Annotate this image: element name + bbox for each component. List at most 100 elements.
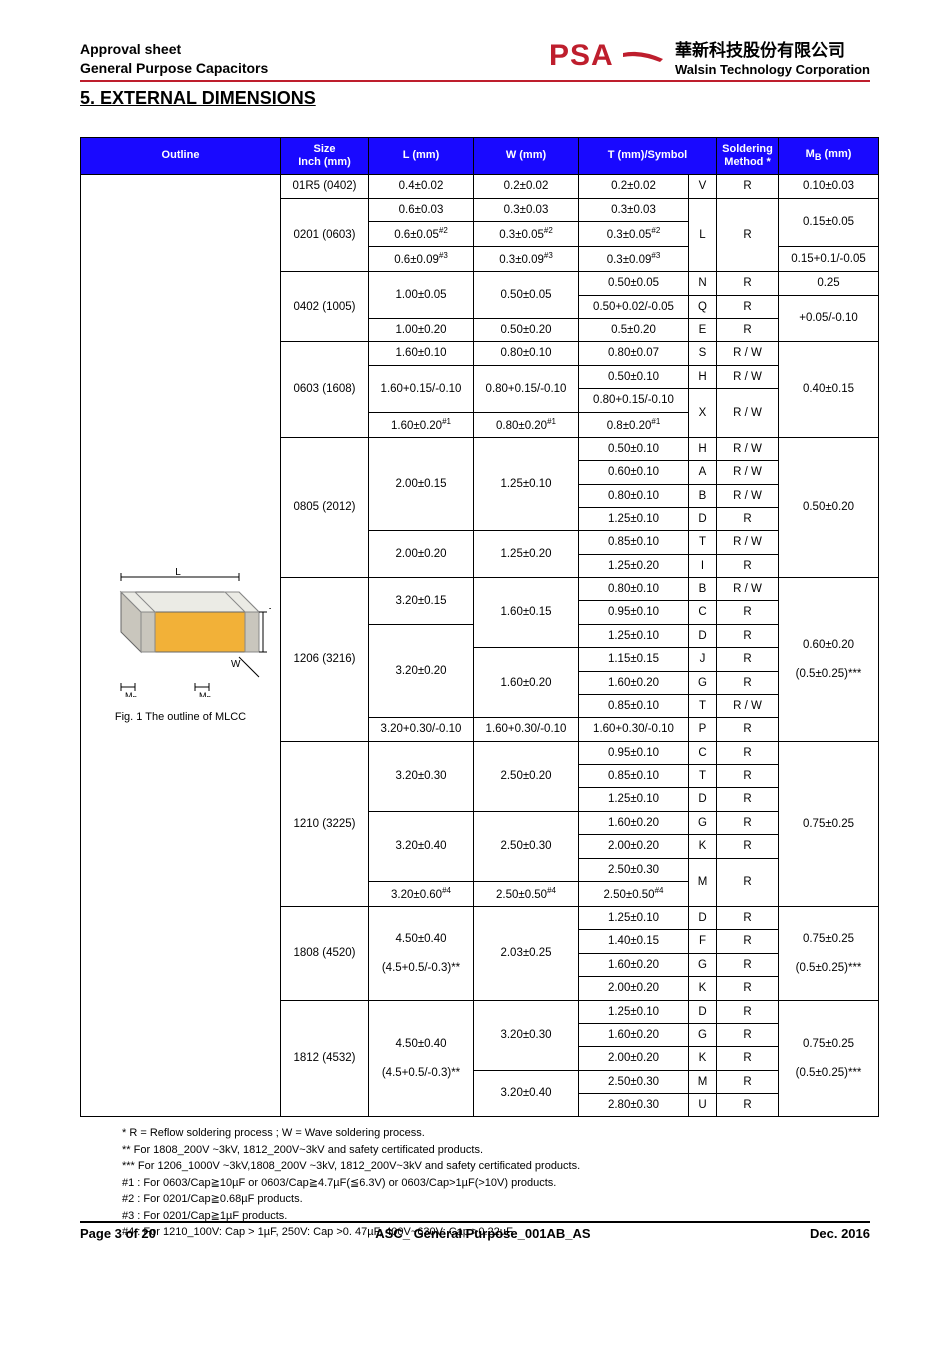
cell-symbol: G	[689, 671, 717, 694]
cell-t: 1.25±0.10	[579, 788, 689, 811]
cell-mb: 0.75±0.25(0.5±0.25)***	[779, 1000, 879, 1117]
cell-l: 1.00±0.20	[369, 319, 474, 342]
svg-text:T: T	[269, 607, 271, 618]
cell-solder: R / W	[717, 437, 779, 460]
cell-symbol: L	[689, 198, 717, 272]
cell-solder: R	[717, 1094, 779, 1117]
table-body: L T W MB MB Fig. 1 The outline of MLCC01…	[81, 175, 879, 1117]
cell-symbol: K	[689, 1047, 717, 1070]
cell-t: 0.95±0.10	[579, 741, 689, 764]
cell-mb: 0.75±0.25(0.5±0.25)***	[779, 907, 879, 1001]
cell-t: 0.85±0.10	[579, 765, 689, 788]
th-l: L (mm)	[369, 137, 474, 174]
cell-t: 2.50±0.30	[579, 858, 689, 881]
th-w: W (mm)	[474, 137, 579, 174]
cell-l: 3.20+0.30/-0.10	[369, 718, 474, 741]
cell-symbol: B	[689, 578, 717, 601]
cell-solder: R / W	[717, 389, 779, 438]
cell-t: 0.80+0.15/-0.10	[579, 389, 689, 412]
footer: Page 3 of 20 ASC_ General Purpose_001AB_…	[80, 1221, 870, 1241]
note-line: #2 : For 0201/Cap≧0.68µF products.	[122, 1191, 870, 1208]
cell-symbol: V	[689, 175, 717, 198]
cell-l: 3.20±0.20	[369, 624, 474, 718]
cell-w: 0.3±0.09#3	[474, 247, 579, 272]
note-line: * R = Reflow soldering process ; W = Wav…	[122, 1125, 870, 1142]
cell-l: 1.00±0.05	[369, 272, 474, 319]
cell-size: 1812 (4532)	[281, 1000, 369, 1117]
company-cn: 華新科技股份有限公司	[675, 36, 870, 61]
cell-solder: R	[717, 977, 779, 1000]
cell-solder: R	[717, 788, 779, 811]
company-en: Walsin Technology Corporation	[675, 62, 870, 77]
th-mb: MB (mm)	[779, 137, 879, 174]
cell-t: 0.2±0.02	[579, 175, 689, 198]
cell-symbol: M	[689, 858, 717, 907]
cell-symbol: P	[689, 718, 717, 741]
svg-text:W: W	[231, 659, 241, 670]
cell-t: 0.85±0.10	[579, 694, 689, 717]
cell-t: 0.50±0.05	[579, 272, 689, 295]
cell-t: 0.3±0.09#3	[579, 247, 689, 272]
cell-t: 2.00±0.20	[579, 977, 689, 1000]
cell-w: 0.3±0.05#2	[474, 221, 579, 246]
note-line: #1 : For 0603/Cap≧10µF or 0603/Cap≧4.7µF…	[122, 1175, 870, 1192]
cell-l: 3.20±0.40	[369, 811, 474, 881]
cell-solder: R	[717, 272, 779, 295]
cell-w: 0.50±0.05	[474, 272, 579, 319]
th-t: T (mm)/Symbol	[579, 137, 717, 174]
cell-t: 1.40±0.15	[579, 930, 689, 953]
cell-symbol: G	[689, 953, 717, 976]
cell-t: 2.00±0.20	[579, 835, 689, 858]
table-header-row: Outline SizeInch (mm) L (mm) W (mm) T (m…	[81, 137, 879, 174]
cell-solder: R	[717, 907, 779, 930]
cell-symbol: J	[689, 648, 717, 671]
cell-symbol: D	[689, 1000, 717, 1023]
cell-solder: R	[717, 953, 779, 976]
cell-solder: R	[717, 671, 779, 694]
cell-l: 3.20±0.60#4	[369, 881, 474, 906]
cell-l: 2.00±0.15	[369, 437, 474, 531]
th-solder: SolderingMethod *	[717, 137, 779, 174]
outline-cell: L T W MB MB Fig. 1 The outline of MLCC	[81, 175, 281, 1117]
cell-l: 2.00±0.20	[369, 531, 474, 578]
cell-t: 0.60±0.10	[579, 461, 689, 484]
cell-mb: 0.40±0.15	[779, 342, 879, 437]
cell-symbol: D	[689, 624, 717, 647]
cell-solder: R	[717, 1070, 779, 1093]
cell-size: 01R5 (0402)	[281, 175, 369, 198]
cell-l: 0.6±0.05#2	[369, 221, 474, 246]
cell-w: 3.20±0.30	[474, 1000, 579, 1070]
cell-symbol: T	[689, 694, 717, 717]
cell-w: 1.60±0.20	[474, 648, 579, 718]
cell-symbol: T	[689, 765, 717, 788]
cell-symbol: H	[689, 437, 717, 460]
cell-mb: +0.05/-0.10	[779, 295, 879, 342]
cell-w: 1.25±0.20	[474, 531, 579, 578]
cell-t: 0.80±0.10	[579, 484, 689, 507]
svg-text:PSA: PSA	[549, 39, 614, 72]
cell-symbol: D	[689, 507, 717, 530]
th-outline: Outline	[81, 137, 281, 174]
cell-t: 0.80±0.10	[579, 578, 689, 601]
cell-mb: 0.15+0.1/-0.05	[779, 247, 879, 272]
cell-l: 0.6±0.09#3	[369, 247, 474, 272]
cell-symbol: C	[689, 741, 717, 764]
cell-symbol: T	[689, 531, 717, 554]
cell-w: 0.3±0.03	[474, 198, 579, 221]
cell-w: 2.50±0.50#4	[474, 881, 579, 906]
cell-solder: R	[717, 175, 779, 198]
cell-solder: R	[717, 601, 779, 624]
svg-text:MB: MB	[125, 691, 138, 697]
cell-t: 0.50±0.10	[579, 365, 689, 388]
cell-w: 2.50±0.30	[474, 811, 579, 881]
cell-t: 0.3±0.05#2	[579, 221, 689, 246]
cell-t: 1.60±0.20	[579, 953, 689, 976]
note-line: *** For 1206_1000V ~3kV,1808_200V ~3kV, …	[122, 1158, 870, 1175]
cell-t: 0.95±0.10	[579, 601, 689, 624]
cell-l: 4.50±0.40(4.5+0.5/-0.3)**	[369, 1000, 474, 1117]
cell-t: 0.3±0.03	[579, 198, 689, 221]
cell-w: 0.80±0.10	[474, 342, 579, 365]
cell-t: 1.25±0.10	[579, 1000, 689, 1023]
cell-mb: 0.75±0.25	[779, 741, 879, 906]
cell-size: 0603 (1608)	[281, 342, 369, 437]
